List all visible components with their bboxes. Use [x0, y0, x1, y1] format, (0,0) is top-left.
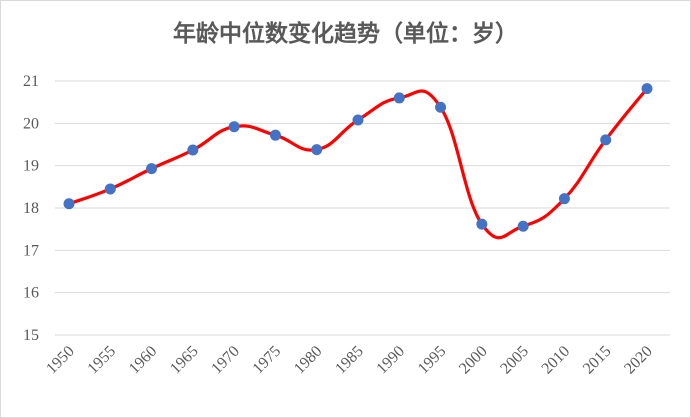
gridlines	[55, 80, 670, 336]
x-tick-label: 2005	[497, 343, 532, 378]
chart-title: 年龄中位数变化趋势（单位：岁）	[173, 20, 518, 47]
x-tick-label: 1975	[250, 343, 285, 378]
x-tick-label: 1970	[208, 343, 243, 378]
y-tick-label: 16	[23, 285, 39, 302]
y-tick-label: 17	[23, 242, 39, 259]
data-point-2005	[517, 220, 529, 232]
x-tick-label: 2020	[621, 343, 656, 378]
data-point-2020	[641, 83, 653, 95]
data-point-1965	[187, 144, 199, 156]
y-axis: 15 16 17 18 19 20 21	[23, 73, 39, 344]
x-tick-label: 2010	[539, 343, 574, 378]
data-point-1995	[435, 101, 447, 113]
data-point-1960	[146, 163, 158, 175]
x-axis: 1950 1955 1960 1965 1970 1975 1980 1985 1990 1995…	[43, 343, 656, 378]
y-tick-label: 21	[23, 73, 39, 90]
data-point-2015	[600, 134, 612, 146]
y-tick-label: 19	[23, 158, 39, 175]
y-tick-label: 20	[23, 115, 39, 132]
series-line	[67, 87, 649, 240]
data-point-2010	[558, 193, 570, 205]
x-tick-label: 1965	[167, 343, 202, 378]
x-tick-label: 1985	[332, 343, 367, 378]
y-tick-label: 15	[23, 327, 39, 344]
data-point-1980	[311, 144, 323, 156]
series-layer	[63, 83, 653, 240]
x-tick-label: 2000	[456, 343, 491, 378]
x-tick-label: 1990	[373, 343, 408, 378]
data-point-1990	[393, 92, 405, 104]
x-tick-label: 1995	[415, 343, 450, 378]
x-tick-label: 1980	[291, 343, 326, 378]
x-tick-label: 1955	[84, 343, 119, 378]
x-tick-label: 1960	[126, 343, 161, 378]
data-point-1955	[104, 183, 116, 195]
data-point-2000	[476, 218, 488, 230]
y-tick-label: 18	[23, 200, 39, 217]
x-tick-label: 2015	[580, 343, 615, 378]
data-point-1985	[352, 114, 364, 126]
data-point-1950	[63, 198, 75, 210]
data-point-1975	[269, 129, 281, 141]
data-point-1970	[228, 121, 240, 133]
x-tick-label: 1950	[43, 343, 78, 378]
